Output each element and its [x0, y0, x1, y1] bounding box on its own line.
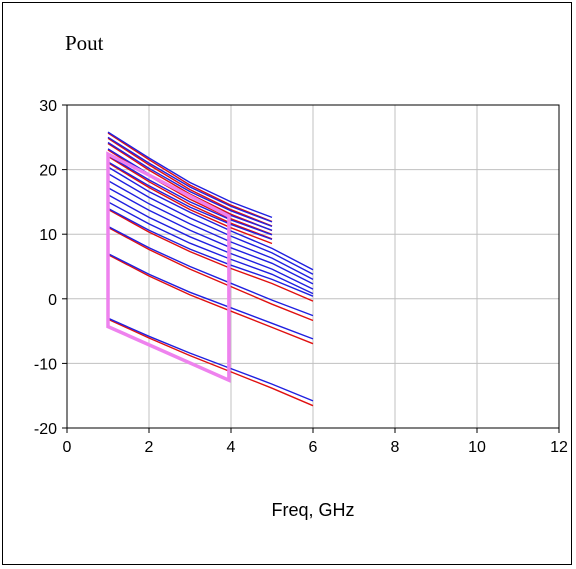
series-line-blue	[107, 172, 314, 275]
x-tick-label: 2	[145, 439, 154, 456]
overlay-layer	[106, 151, 231, 383]
chart-title: Pout	[65, 31, 104, 55]
x-axis-label: Freq, GHz	[271, 500, 354, 520]
series-line-red	[107, 226, 314, 322]
series-line-blue	[107, 201, 314, 295]
y-tick-label: -20	[34, 421, 57, 438]
series-line-blue	[107, 194, 314, 290]
series-line-blue	[107, 225, 314, 317]
y-tick-label: 30	[39, 98, 57, 115]
overlay-polygon	[106, 151, 231, 383]
series-line-blue	[107, 207, 314, 297]
x-tick-label: 0	[63, 439, 72, 456]
series-line-red	[107, 208, 314, 302]
series-line-red	[107, 132, 273, 223]
tick-labels: 0 2 4 6 8 10 12 -20 -10 0 10 20 30	[34, 98, 568, 456]
x-tick-label: 6	[309, 439, 318, 456]
series-line-red	[107, 318, 314, 407]
series-line-blue	[107, 136, 273, 223]
plot-svg: 0 2 4 6 8 10 12 -20 -10 0 10 20 30 Freq, GHz	[34, 98, 568, 520]
series-line-red	[107, 137, 273, 227]
series-line-blue	[107, 154, 273, 236]
series-line-red	[107, 162, 273, 245]
series-line-blue	[107, 131, 273, 219]
series-line-red	[107, 155, 273, 240]
series-line-blue	[107, 317, 314, 402]
x-tick-label: 4	[227, 439, 236, 456]
y-tick-label: -10	[34, 356, 57, 373]
y-tick-label: 10	[39, 227, 57, 244]
x-tick-label: 12	[550, 439, 568, 456]
x-tick-label: 8	[391, 439, 400, 456]
y-tick-label: 0	[48, 292, 57, 309]
series-line-blue	[107, 161, 273, 241]
series-line-blue	[107, 166, 314, 271]
series-line-blue	[107, 187, 314, 285]
series-line-red	[107, 253, 314, 345]
series-line-blue	[107, 252, 314, 340]
x-tick-label: 10	[468, 439, 486, 456]
chart-frame: Pout 0 2 4 6 8 10 12 -20 -10 0 10 20 30 Freq, GHz	[2, 2, 572, 565]
series-layer	[107, 131, 314, 407]
series-line-blue	[107, 141, 273, 228]
series-line-blue	[107, 179, 314, 281]
y-tick-label: 20	[39, 163, 57, 180]
